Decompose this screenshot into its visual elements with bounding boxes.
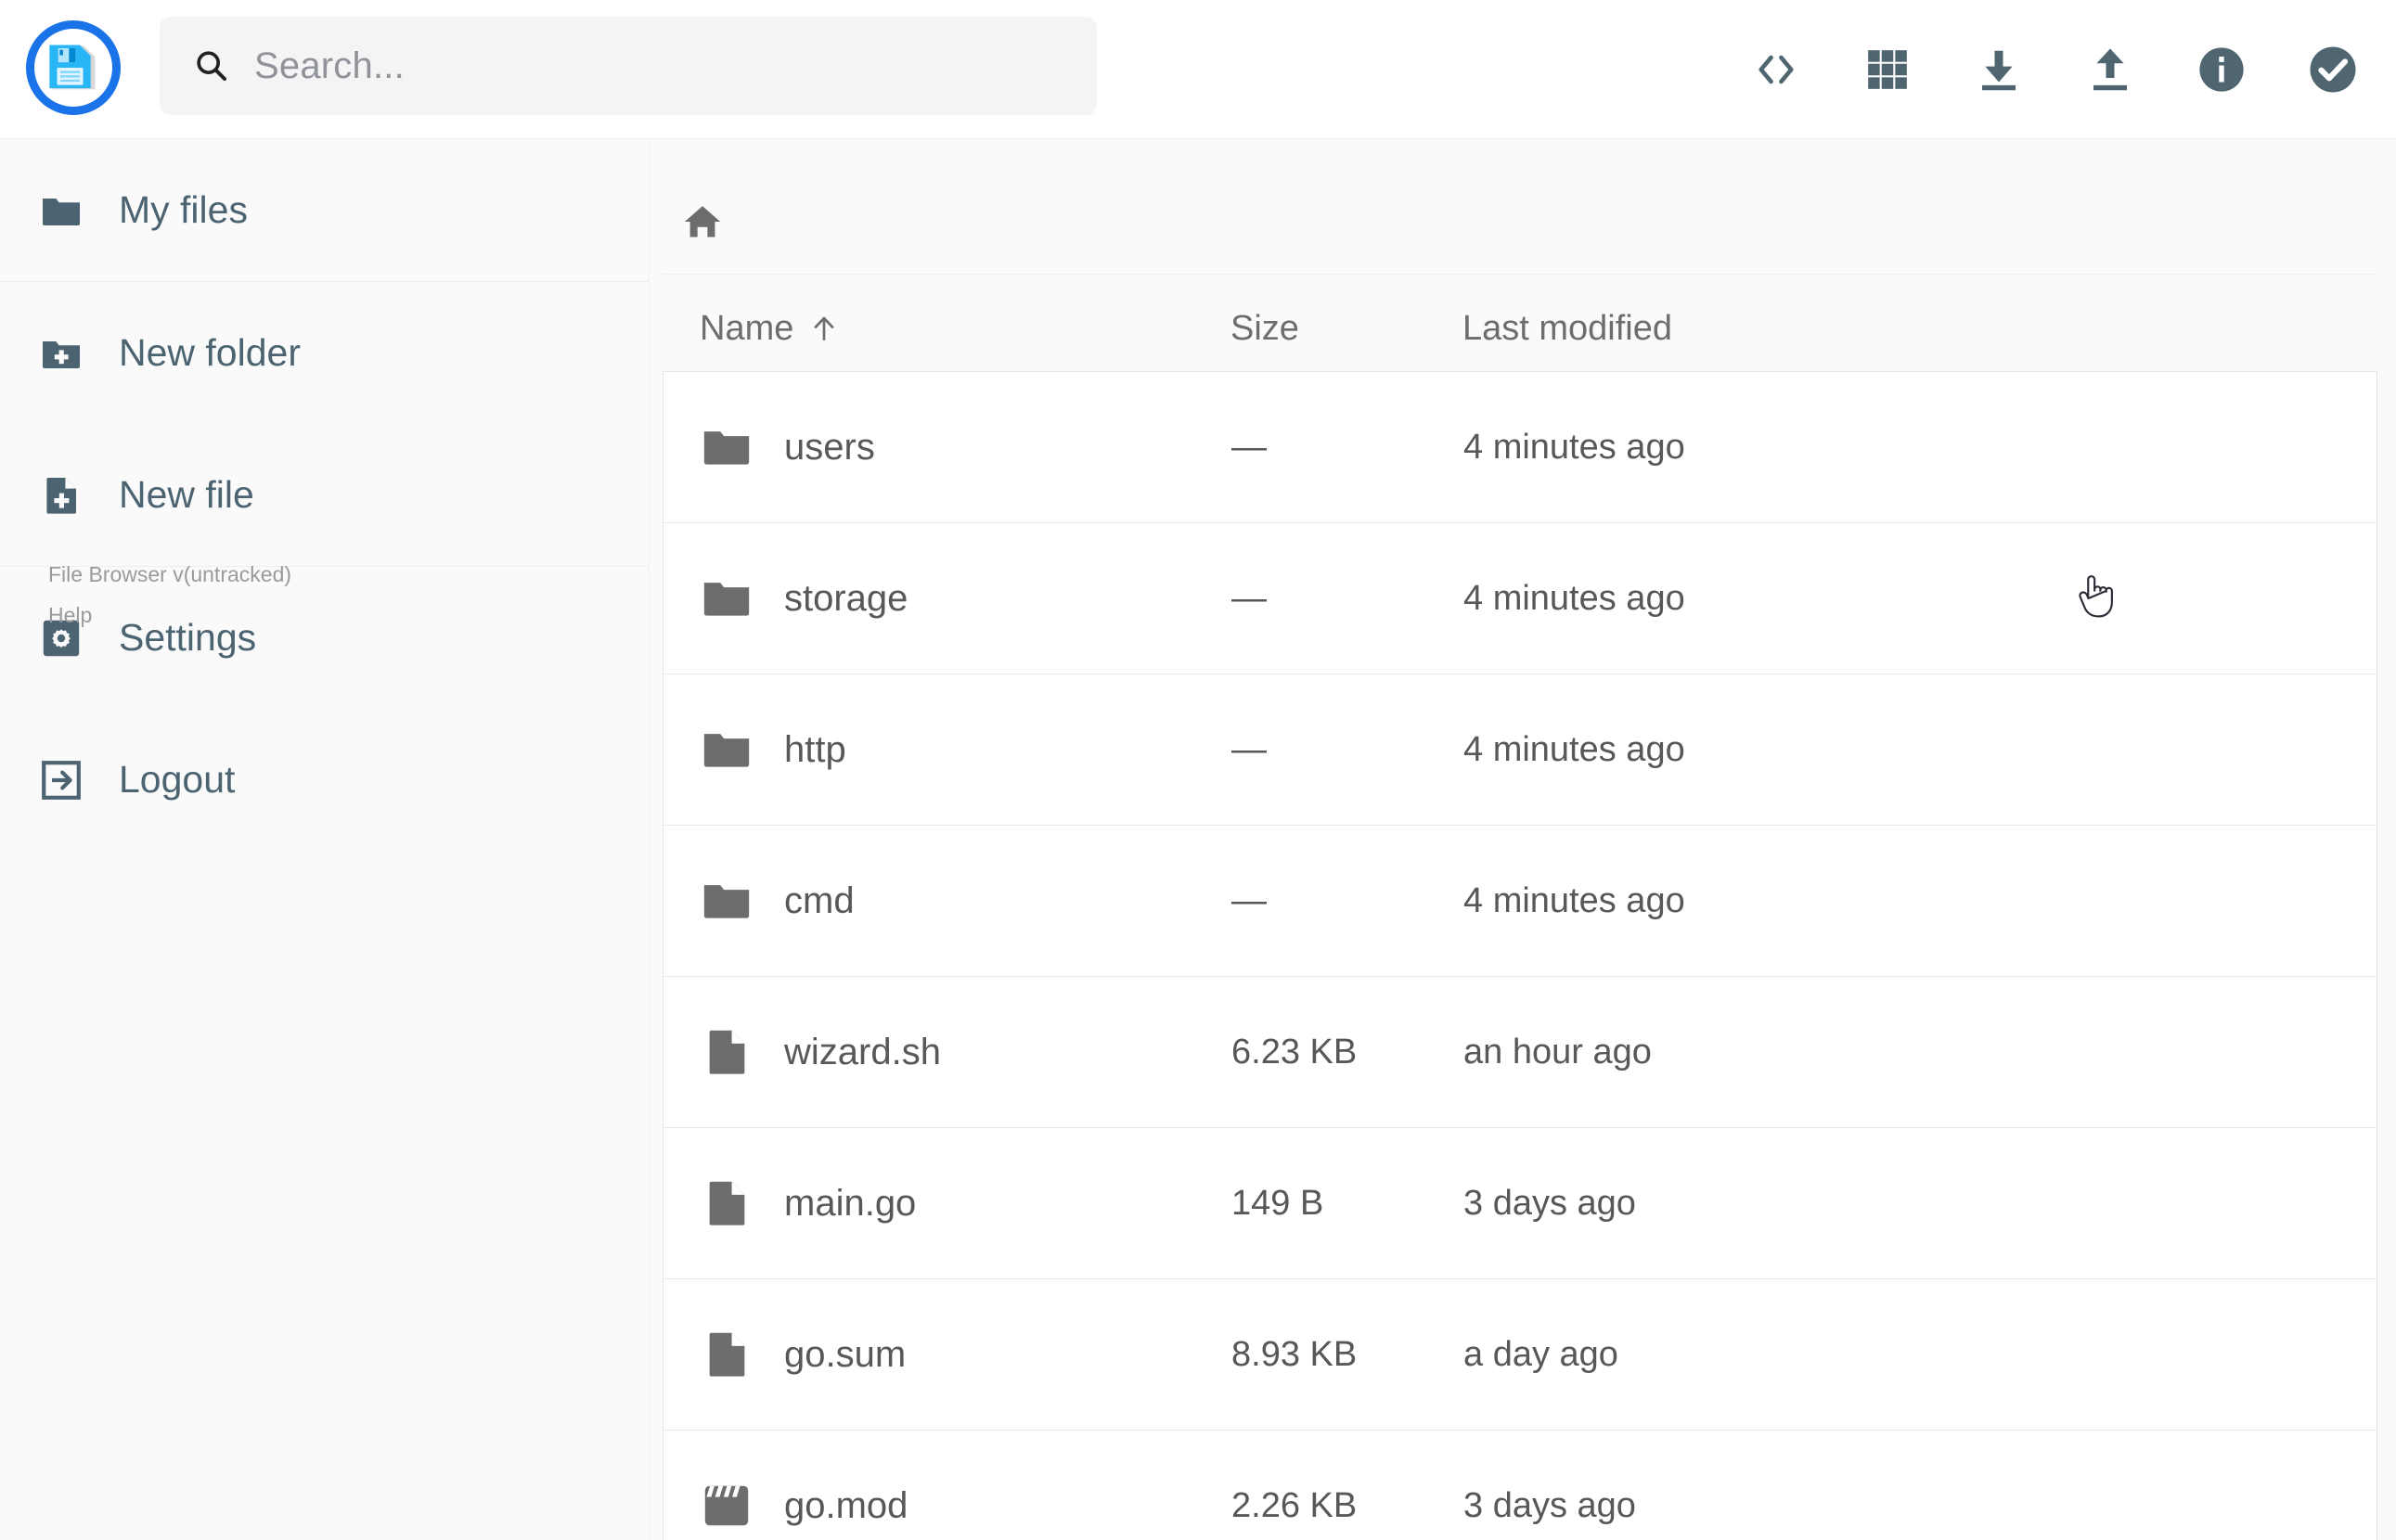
sidebar-item-label: New file (119, 473, 254, 516)
file-icon (699, 1022, 754, 1082)
app-header: Search... (0, 0, 2396, 139)
file-name: http (784, 728, 846, 770)
app-logo[interactable] (26, 20, 121, 115)
sidebar-group-create: New folder New file (0, 282, 649, 567)
breadcrumb (663, 169, 2377, 275)
file-size: 8.93 KB (1231, 1334, 1358, 1374)
file-modified: 3 days ago (1463, 1485, 1636, 1525)
file-plus-icon (39, 473, 84, 518)
grid-view-icon[interactable] (1861, 44, 1913, 96)
main-content: Name Size Last modified users — 4 minutes … (650, 139, 2396, 1540)
sidebar-item-new-file[interactable]: New file (0, 424, 649, 566)
folder-icon (699, 569, 754, 628)
file-size: 6.23 KB (1231, 1032, 1358, 1072)
sidebar: My files New folder (0, 139, 650, 1540)
arrow-up-icon (814, 316, 834, 340)
table-row[interactable]: storage — 4 minutes ago (663, 523, 2377, 674)
folder-icon (699, 417, 754, 477)
download-icon[interactable] (1973, 44, 2025, 96)
code-brackets-icon[interactable] (1750, 44, 1802, 96)
upload-icon[interactable] (2084, 44, 2136, 96)
folder-icon (699, 720, 754, 779)
info-icon[interactable] (2196, 44, 2248, 96)
file-modified: 4 minutes ago (1463, 729, 1685, 769)
file-name: storage (784, 577, 908, 619)
logo-ring (26, 20, 121, 115)
file-modified: 4 minutes ago (1463, 427, 1685, 467)
sidebar-item-settings[interactable]: Settings (0, 567, 649, 709)
file-modified: 4 minutes ago (1463, 578, 1685, 618)
table-row[interactable]: http — 4 minutes ago (663, 674, 2377, 826)
search-input[interactable]: Search... (254, 45, 405, 86)
column-header-name[interactable]: Name (700, 309, 840, 349)
sidebar-item-label: New folder (119, 331, 301, 374)
sidebar-footer: File Browser v(untracked) Help (48, 555, 291, 635)
movie-icon (699, 1476, 754, 1535)
table-row[interactable]: users — 4 minutes ago (663, 372, 2377, 523)
check-circle-icon[interactable] (2307, 44, 2359, 96)
sidebar-item-logout[interactable]: Logout (0, 709, 649, 851)
file-name: wizard.sh (784, 1031, 941, 1072)
app-version: File Browser v(untracked) (48, 562, 292, 586)
file-name: users (784, 426, 875, 468)
file-name: main.go (784, 1182, 917, 1224)
search-icon (197, 51, 226, 81)
table-row[interactable]: go.sum 8.93 KB a day ago (663, 1279, 2377, 1431)
sidebar-item-label: Logout (119, 758, 236, 801)
table-row[interactable]: wizard.sh 6.23 KB an hour ago (663, 977, 2377, 1128)
file-list-table: users — 4 minutes ago storage — 4 minutes ago… (663, 371, 2377, 1540)
search-bar[interactable]: Search... (160, 17, 1097, 115)
file-size: — (1231, 729, 1267, 769)
sidebar-group-files: My files (0, 139, 649, 282)
floppy-disk-icon (49, 45, 96, 90)
file-size: — (1231, 578, 1267, 618)
file-name: go.mod (784, 1484, 908, 1526)
column-header-name-label: Name (700, 308, 794, 348)
folder-plus-icon (39, 331, 84, 376)
sidebar-item-my-files[interactable]: My files (0, 139, 649, 281)
header-toolbar (1750, 0, 2359, 139)
folder-icon (699, 871, 754, 930)
table-column-headers: Name Size Last modified (663, 286, 2377, 371)
file-size: — (1231, 427, 1267, 467)
home-icon[interactable] (681, 200, 724, 243)
column-header-modified[interactable]: Last modified (1462, 308, 1673, 348)
file-size: 149 B (1231, 1183, 1324, 1223)
file-modified: a day ago (1463, 1334, 1618, 1374)
file-icon (699, 1174, 754, 1233)
table-row[interactable]: main.go 149 B 3 days ago (663, 1128, 2377, 1279)
file-size: 2.26 KB (1231, 1485, 1358, 1525)
gear-icon (39, 616, 84, 661)
file-name: go.sum (784, 1333, 907, 1375)
sidebar-item-new-folder[interactable]: New folder (0, 282, 649, 424)
file-modified: 4 minutes ago (1463, 880, 1685, 920)
column-header-size[interactable]: Size (1230, 308, 1299, 348)
file-modified: 3 days ago (1463, 1183, 1636, 1223)
sidebar-group-account: Settings Logout (0, 567, 649, 851)
file-name: cmd (784, 879, 855, 921)
file-modified: an hour ago (1463, 1032, 1652, 1072)
file-size: — (1231, 880, 1267, 920)
table-row[interactable]: go.mod 2.26 KB 3 days ago (663, 1431, 2377, 1540)
file-icon (699, 1325, 754, 1384)
sidebar-item-label: My files (119, 188, 248, 231)
logout-icon (39, 758, 84, 802)
sidebar-item-label: Settings (119, 616, 257, 659)
folder-icon (39, 188, 84, 233)
table-row[interactable]: cmd — 4 minutes ago (663, 826, 2377, 977)
help-link[interactable]: Help (48, 602, 93, 627)
